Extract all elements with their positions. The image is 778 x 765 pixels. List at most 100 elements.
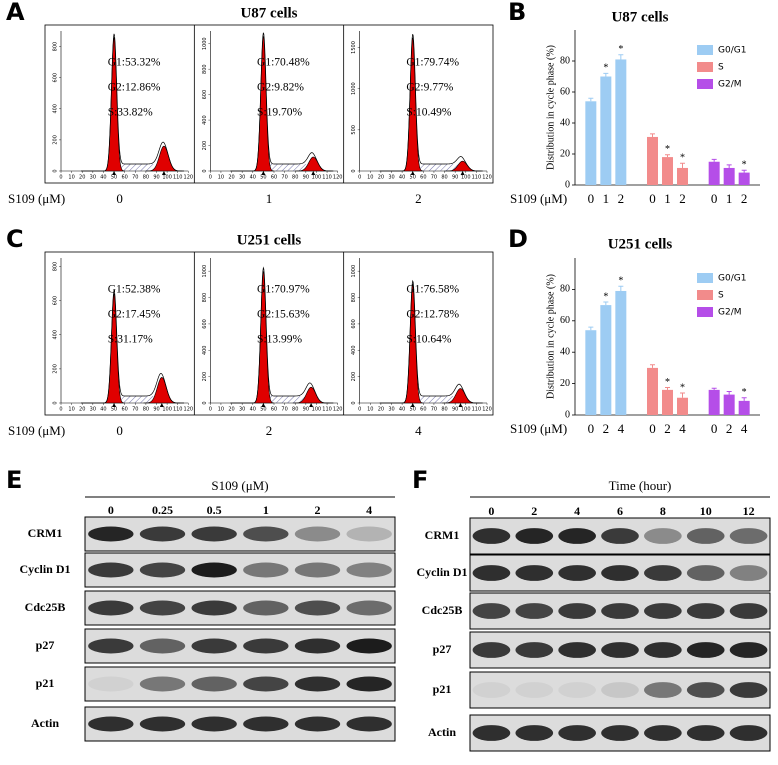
hatch-area [114, 396, 162, 403]
significance: * [618, 44, 623, 55]
x-tick-label: 100 [312, 407, 322, 413]
lane-label: 0.5 [207, 503, 222, 517]
hatch-area [263, 396, 312, 403]
x-tick-label: 1 [664, 191, 671, 206]
hatch-area [412, 164, 463, 171]
bar [677, 167, 688, 185]
y-tick-label: 800 [351, 293, 357, 303]
band [472, 725, 511, 741]
band [294, 526, 341, 542]
x-tick-label: 70 [132, 175, 138, 181]
x-tick-label: 20 [378, 175, 384, 181]
stat-text: G2:9.77% [406, 82, 453, 94]
legend-label: G0/G1 [718, 274, 746, 284]
band [601, 682, 639, 698]
bar [677, 397, 688, 415]
band [243, 526, 289, 542]
stat-text: G2:15.63% [257, 309, 310, 321]
band [88, 526, 134, 542]
lane-label: 0 [108, 503, 114, 517]
error-bar [650, 133, 655, 137]
envelope [379, 34, 483, 172]
legend-label: G2/M [718, 80, 742, 90]
band [558, 682, 597, 698]
error-bar [618, 54, 624, 60]
x-tick-label: 120 [184, 407, 194, 413]
error-bar [741, 169, 747, 173]
panel-letter: E [6, 466, 22, 494]
error-bar [618, 285, 624, 291]
row-label: p27 [36, 638, 55, 652]
frame [44, 251, 494, 416]
x-tick-label: 100 [461, 175, 471, 181]
x-tick-label: 80 [441, 407, 447, 413]
bar [585, 101, 597, 185]
band [686, 528, 725, 544]
x-tick-label: 50 [260, 175, 266, 181]
x-tick-label: 50 [111, 175, 117, 181]
peak-marker [261, 403, 266, 407]
bar [647, 367, 658, 415]
x-tick-label: 10 [218, 407, 224, 413]
band [191, 600, 237, 616]
y-tick-label: 80 [560, 55, 570, 66]
x-tick-label: 2 [664, 421, 671, 436]
row-label: p21 [433, 682, 452, 696]
x-tick-label: 2 [618, 191, 625, 206]
significance: * [742, 160, 747, 171]
panel-letter: B [508, 0, 526, 26]
row-label: Actin [428, 725, 456, 739]
y-tick-label: 200 [53, 364, 59, 374]
band [191, 526, 237, 542]
x-tick-label: 120 [184, 175, 194, 181]
error-bar [680, 392, 685, 398]
band [686, 682, 725, 698]
band [294, 676, 341, 692]
band [88, 638, 134, 654]
x-tick-label: 70 [281, 407, 287, 413]
axis [359, 258, 487, 404]
row-label: Cdc25B [25, 600, 66, 614]
x-tick-label: 110 [173, 407, 183, 413]
blot-strip [84, 516, 396, 552]
bar [662, 389, 673, 415]
frame [44, 24, 494, 184]
band [729, 642, 768, 658]
x-tick-label: 4 [741, 421, 748, 436]
x-tick-label: 110 [173, 175, 183, 181]
x-tick-label: 10 [68, 175, 74, 181]
blot-strip [84, 706, 396, 742]
y-tick-label: 800 [202, 64, 208, 74]
band [515, 528, 554, 544]
y-tick-label: 1000 [351, 82, 357, 95]
x-tick-label: 70 [431, 407, 437, 413]
x-tick-label: 90 [153, 175, 159, 181]
bar [708, 161, 720, 185]
x-tick-label: 60 [271, 407, 277, 413]
band [243, 638, 289, 654]
band [644, 642, 682, 658]
lane-label: 2 [315, 503, 321, 517]
band [729, 725, 768, 741]
y-tick-label: 400 [53, 104, 59, 114]
legend-swatch [697, 79, 713, 89]
axis [359, 31, 487, 172]
band [243, 600, 289, 616]
x-tick-label: 90 [452, 175, 458, 181]
band [139, 716, 186, 732]
significance: * [680, 153, 685, 164]
y-tick-label: 600 [202, 319, 208, 329]
lane-label: 0.25 [152, 503, 173, 517]
stat-text: S:31.17% [108, 334, 153, 346]
x-tick-label: 60 [271, 175, 277, 181]
peak-marker [309, 403, 314, 407]
x-tick-label: 20 [228, 407, 234, 413]
x-tick-label: 0 [649, 191, 656, 206]
x-tick-label: 50 [410, 175, 416, 181]
x-axis-label: S109 (μM) [510, 421, 567, 436]
blot-strip [84, 590, 396, 626]
panel-letter: D [508, 225, 528, 253]
stat-text: G2:12.78% [406, 309, 459, 321]
row-label: Cyclin D1 [20, 562, 71, 576]
band [294, 716, 341, 732]
